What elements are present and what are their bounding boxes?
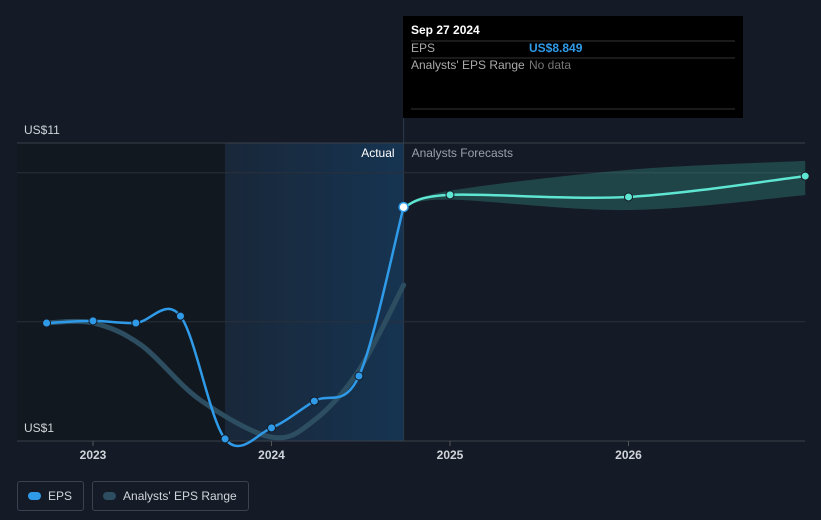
legend-eps[interactable]: EPS bbox=[17, 481, 85, 511]
legend-swatch bbox=[28, 492, 41, 500]
forecast-point bbox=[624, 192, 633, 202]
eps-point bbox=[175, 311, 185, 321]
y-tick-label: US$1 bbox=[24, 421, 54, 435]
range-line bbox=[44, 282, 407, 441]
eps-point bbox=[88, 316, 98, 326]
eps-point bbox=[309, 396, 319, 406]
eps-point bbox=[354, 371, 364, 381]
x-tick-label: 2024 bbox=[258, 448, 285, 462]
y-tick-label: US$11 bbox=[24, 123, 60, 137]
eps-point bbox=[131, 318, 141, 328]
actual-label: Actual bbox=[361, 146, 394, 160]
forecast-point bbox=[445, 190, 455, 200]
legend-range[interactable]: Analysts' EPS Range bbox=[92, 481, 249, 511]
tooltip-label: Analysts' EPS Range bbox=[411, 58, 525, 72]
legend-label: EPS bbox=[48, 489, 73, 503]
legend-label: Analysts' EPS Range bbox=[123, 489, 237, 503]
tooltip-value: No data bbox=[529, 58, 571, 72]
x-tick-label: 2026 bbox=[615, 448, 642, 462]
x-tick-label: 2023 bbox=[80, 448, 107, 462]
highlight-region bbox=[225, 143, 404, 441]
tooltip-label: EPS bbox=[411, 41, 435, 55]
forecast-point bbox=[800, 171, 810, 181]
range-band bbox=[403, 160, 806, 211]
legend: EPS Analysts' EPS Range bbox=[17, 481, 249, 511]
eps-point bbox=[267, 423, 276, 433]
forecast-label: Analysts Forecasts bbox=[412, 146, 513, 160]
tooltip bbox=[403, 16, 743, 118]
legend-swatch bbox=[103, 492, 117, 500]
tooltip-title: Sep 27 2024 bbox=[411, 23, 480, 37]
eps-point bbox=[42, 318, 52, 328]
x-tick-label: 2025 bbox=[437, 448, 464, 462]
eps-point bbox=[220, 434, 230, 444]
chart: Sep 27 2024 EPS US$8.849 Analysts' EPS R… bbox=[17, 16, 810, 462]
eps-point bbox=[398, 201, 409, 213]
forecast-line bbox=[403, 174, 806, 209]
tooltip-value: US$8.849 bbox=[529, 41, 583, 55]
